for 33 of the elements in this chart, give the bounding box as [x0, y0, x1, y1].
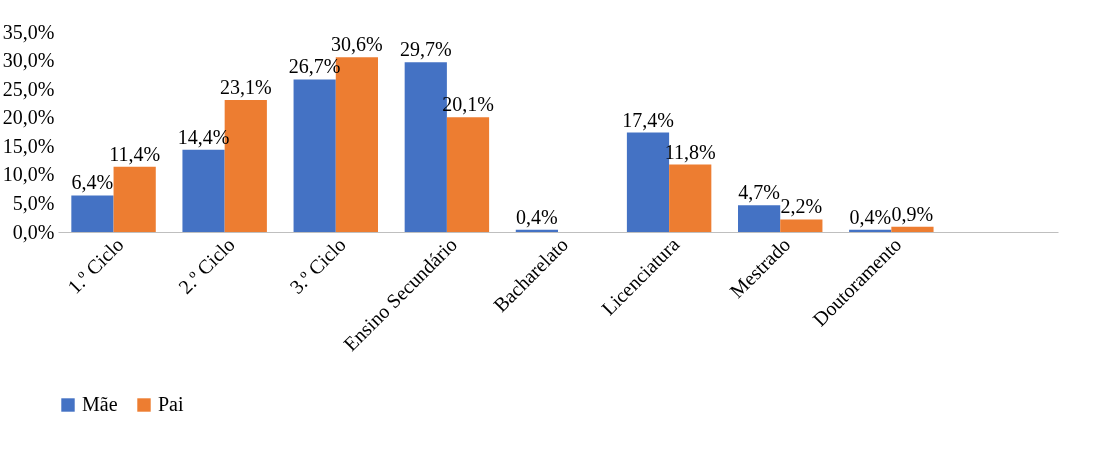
data-label: 0,9%	[891, 202, 934, 225]
y-tick-label: 15,0%	[2, 134, 55, 157]
legend-label: Mãe	[82, 393, 118, 415]
y-tick-label: 20,0%	[2, 106, 55, 129]
data-label: 23,1%	[219, 76, 272, 98]
bar	[891, 226, 934, 232]
y-tick-label: 10,0%	[2, 163, 55, 186]
y-tick-label: 35,0%	[2, 20, 55, 43]
bar	[738, 205, 781, 232]
y-tick-label: 0,0%	[12, 220, 55, 243]
x-tick-label: 1.º Ciclo	[62, 233, 128, 298]
y-tick-label: 25,0%	[2, 77, 55, 100]
data-label: 4,7%	[738, 181, 780, 204]
data-label: 30,6%	[331, 33, 383, 56]
y-tick-label: 30,0%	[2, 49, 55, 72]
bar	[669, 164, 712, 232]
data-label: 29,7%	[399, 38, 452, 61]
data-label: 6,4%	[71, 171, 114, 194]
x-tick-label: 2.º Ciclo	[174, 233, 239, 298]
data-label: 0,4%	[516, 205, 558, 228]
bar	[113, 166, 156, 232]
data-label: 11,4%	[109, 142, 161, 165]
bar	[446, 117, 490, 232]
bar	[780, 219, 823, 232]
bar	[182, 149, 225, 232]
data-label: 17,4%	[622, 108, 674, 131]
bar	[71, 195, 114, 232]
data-label: 0,4%	[849, 205, 892, 228]
data-label: 2,2%	[780, 195, 823, 218]
y-tick-label: 5,0%	[12, 191, 55, 214]
legend-label: Pai	[158, 393, 184, 415]
bar	[293, 79, 336, 232]
x-tick-label: 3.º Ciclo	[285, 233, 350, 298]
